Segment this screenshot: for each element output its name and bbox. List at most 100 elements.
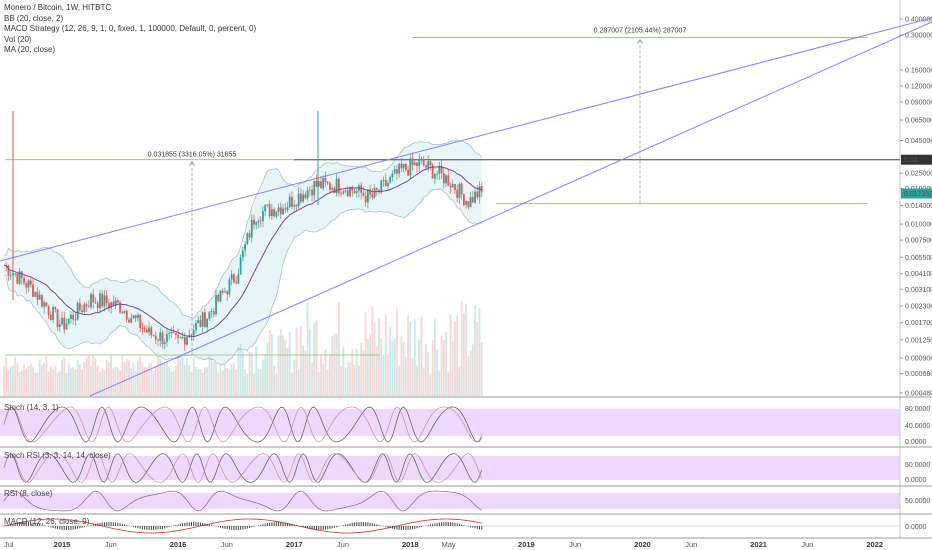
volume-bar — [186, 357, 188, 396]
macd-histogram-bar — [164, 526, 166, 529]
candle-body — [440, 165, 443, 174]
macd-histogram-bar — [112, 522, 114, 526]
stoch-axis-label-2: 0.0000 — [905, 439, 927, 446]
rsi-pane-title[interactable]: RSI (8, close) — [4, 489, 53, 498]
macd-histogram-bar — [30, 522, 32, 526]
candle-body — [299, 193, 302, 202]
macd-histogram-bar — [197, 522, 199, 526]
volume-bar — [177, 356, 179, 396]
macd-histogram-bar — [188, 522, 190, 526]
macd-histogram-bar — [190, 522, 192, 526]
volume-bar — [29, 363, 32, 396]
volume-bar — [322, 364, 325, 396]
macd-histogram-bar — [353, 522, 355, 526]
macd-pane-title[interactable]: MACD (12, 26, close, 9) — [4, 517, 90, 526]
macd-histogram-bar — [454, 522, 456, 526]
macd-histogram-bar — [470, 526, 472, 528]
candle-body — [85, 304, 88, 307]
candle-body — [14, 273, 17, 275]
macd-histogram-bar — [367, 522, 369, 526]
macd-histogram-bar — [436, 522, 438, 526]
rsi-band — [0, 493, 900, 509]
macd-histogram-bar — [385, 526, 387, 527]
candle-body — [257, 220, 260, 223]
macd-histogram-bar — [70, 526, 72, 530]
volume-bar — [340, 366, 342, 396]
macd-histogram-bar — [351, 522, 353, 526]
bollinger-lower-line — [3, 188, 482, 366]
candle-body — [447, 175, 450, 186]
candle-body — [226, 291, 229, 295]
volume-bar — [458, 367, 461, 396]
candle-body — [119, 302, 121, 313]
price-tick-label-15: 0.003100 — [905, 287, 932, 294]
stoch-pane-title[interactable]: Stoch (14, 3, 1) — [4, 403, 59, 412]
candle-body — [23, 278, 25, 284]
macd-histogram-bar — [293, 524, 295, 526]
indicator-bb-label[interactable]: BB (20, close, 2) — [4, 13, 64, 23]
volume-bar — [90, 366, 92, 396]
volume-bar — [277, 335, 280, 396]
volume-bar — [447, 372, 450, 396]
candle-body — [99, 293, 101, 309]
macd-histogram-bar — [331, 526, 333, 529]
volume-bar — [471, 344, 474, 396]
macd-histogram-bar — [92, 524, 94, 526]
macd-histogram-bar — [342, 525, 344, 526]
volume-bar — [362, 350, 365, 396]
price-tick-label-21: 0.000480 — [905, 391, 932, 398]
candle-body — [420, 158, 423, 160]
volume-bar — [427, 352, 430, 396]
candle-body — [268, 204, 271, 217]
candle-body — [83, 304, 86, 313]
candle-body — [139, 314, 142, 329]
candle-body — [11, 273, 14, 276]
candle-body — [344, 190, 347, 192]
candle-body — [152, 335, 155, 336]
stochrsi-pane-title[interactable]: Stoch RSI (3, 3, 14, 14, close) — [4, 451, 111, 460]
macd-histogram-bar — [139, 526, 141, 529]
macd-histogram-bar — [222, 526, 224, 529]
candle-body — [125, 310, 128, 320]
volume-bar — [183, 365, 186, 396]
volume-bar — [268, 330, 271, 396]
candle-body — [168, 333, 171, 335]
candle-body — [322, 177, 325, 189]
volume-bar — [418, 339, 421, 396]
candle-body — [279, 207, 282, 215]
volume-bar — [404, 356, 407, 396]
volume-bar — [440, 336, 443, 396]
volume-bar — [72, 367, 75, 396]
volume-bar — [34, 372, 37, 396]
volume-bar — [203, 366, 206, 396]
symbol-title[interactable]: Monero / Bitcoin, 1W, HITBTC — [4, 3, 112, 12]
macd-histogram-bar — [48, 526, 50, 527]
volume-bar — [324, 349, 327, 396]
volume-bar — [342, 347, 345, 396]
macd-histogram-bar — [117, 522, 119, 526]
candle-body — [47, 306, 50, 315]
macd-histogram-bar — [23, 522, 25, 526]
candle-body — [293, 204, 296, 207]
indicator-macd-strategy-label[interactable]: MACD Strategy (12, 26, 9, 1, 0, fixed, 1… — [4, 24, 257, 33]
macd-histogram-bar — [412, 526, 414, 530]
macd-histogram-bar — [438, 522, 440, 526]
measure-right-label: 0.287007 (2105.44%) 287007 — [594, 27, 687, 34]
candle-body — [248, 233, 251, 238]
candle-body — [148, 327, 150, 333]
macd-histogram-bar — [166, 526, 168, 528]
current-level-tag — [901, 154, 932, 165]
indicator-vol-label[interactable]: Vol (20) — [4, 34, 32, 44]
candle-body — [78, 302, 81, 311]
indicator-ma-label[interactable]: MA (20, close) — [4, 45, 56, 54]
price-tick-label-16: 0.002300 — [905, 303, 932, 310]
candle-body — [145, 329, 148, 333]
candle-body — [128, 319, 130, 323]
volume-bar — [199, 368, 202, 396]
candle-body — [130, 318, 133, 323]
candle-body — [438, 165, 441, 174]
volume-bar — [45, 356, 48, 396]
candle-body — [474, 191, 476, 203]
volume-bar — [409, 321, 412, 396]
